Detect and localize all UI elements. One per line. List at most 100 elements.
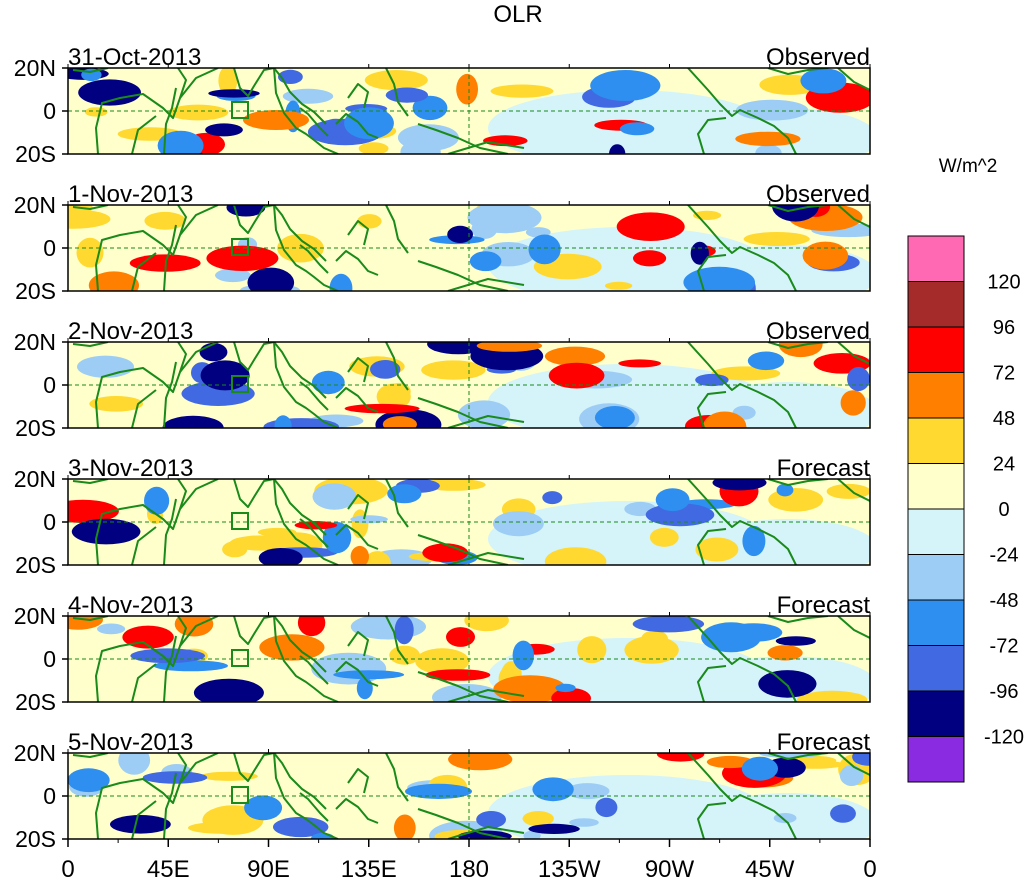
panel-date: 5-Nov-2013 [68,729,193,756]
anomaly-patch [741,756,779,781]
coastline [447,552,525,565]
index-box [231,101,249,119]
coastline [273,342,339,428]
anomaly-patch [743,232,810,246]
anomaly-patch [382,416,417,428]
coastline [837,616,870,639]
anomaly-patch [548,362,605,389]
coastline [837,342,870,365]
figure-title: OLR [493,1,542,28]
anomaly-patch [649,527,679,547]
anomaly-patch [274,415,292,428]
index-box [231,375,249,393]
coastline [767,68,829,75]
anomaly-patch [200,771,258,781]
anomaly-patch [590,70,661,101]
longitude-axis: 0 45E 90E 135E 180 135W 90W 45W 0 [61,839,877,883]
coastline [131,800,157,839]
coastline [335,524,379,550]
longitude-label: 45W [745,856,795,883]
anomaly-patch [193,678,264,702]
coastlines [72,205,870,291]
coastline [233,479,275,508]
index-box [231,238,249,256]
longitude-label: 135W [538,856,601,883]
anomaly-patch [259,634,325,661]
anomaly-patch [852,753,870,766]
anomaly-patch [218,68,238,96]
coastline [335,661,379,687]
coastlines [72,479,870,565]
coastline [95,205,187,291]
longitude-label: 135E [341,856,397,883]
map-panel: 20N 0 20S 5-Nov-2013 Forecast [14,729,871,852]
coastline [273,205,327,262]
anomaly-patch [778,342,823,358]
anomaly-patch [97,623,126,635]
latitude-label: 20N [14,466,56,492]
anomaly-patch [247,267,295,291]
panel-kind: Observed [766,181,870,208]
anomaly-patch [736,99,809,121]
anomaly-patch [703,411,747,428]
colorbar-swatch [907,326,965,373]
anomaly-patch [683,266,755,291]
coastline [385,479,409,528]
latitude-label: 20N [14,603,56,629]
coastline [273,753,327,810]
anomaly-field [68,616,870,702]
coastline [347,83,369,109]
colorbar-label: 72 [993,363,1015,385]
coastline [347,357,369,383]
anomaly-patch [616,212,685,241]
anomaly-patch [565,783,610,800]
anomaly-patch [493,511,544,537]
colorbar-label: -48 [990,590,1019,612]
anomaly-patch [512,640,534,671]
anomaly-patch [84,107,108,117]
colorbar-label: -24 [990,545,1019,567]
anomaly-patch [110,815,171,834]
anomaly-field [68,479,870,565]
coastline [335,387,379,413]
anomaly-patch [767,645,803,661]
latitude-label: 20S [15,278,56,304]
coastline [697,117,727,154]
colorbar-swatch [907,463,965,510]
coastline [163,635,177,702]
anomaly-patch [273,816,329,838]
latitude-label: 20S [15,415,56,441]
coastline [417,808,509,839]
anomaly-patch [144,486,170,515]
anomaly-patch [322,522,352,554]
colorbar-swatch [907,554,965,601]
coastline [417,123,509,154]
anomaly-patch [747,351,785,371]
anomaly-patch [528,823,580,834]
latitude-label: 0 [43,235,56,261]
coastline [72,616,109,621]
coastline [335,250,379,276]
coastline [233,342,275,371]
anomaly-patch [839,765,864,786]
coastline [179,616,219,647]
anomaly-patch [523,830,541,839]
anomaly-field [68,205,870,291]
latitude-label: 0 [43,783,56,809]
anomaly-patch [447,225,473,243]
coastline [273,753,339,839]
anomaly-patch [88,271,139,291]
anomaly-patch [370,360,401,379]
anomaly-patch [356,677,373,700]
anomaly-patch [775,636,816,646]
coastline [447,415,525,428]
anomaly-patch [826,483,870,499]
coastline [273,68,339,154]
coastline [697,665,727,702]
coastline [385,342,409,391]
coastlines [72,616,870,702]
anomaly-patch [78,79,141,106]
anomaly-patch [350,545,369,565]
panel-date: 4-Nov-2013 [68,592,193,619]
